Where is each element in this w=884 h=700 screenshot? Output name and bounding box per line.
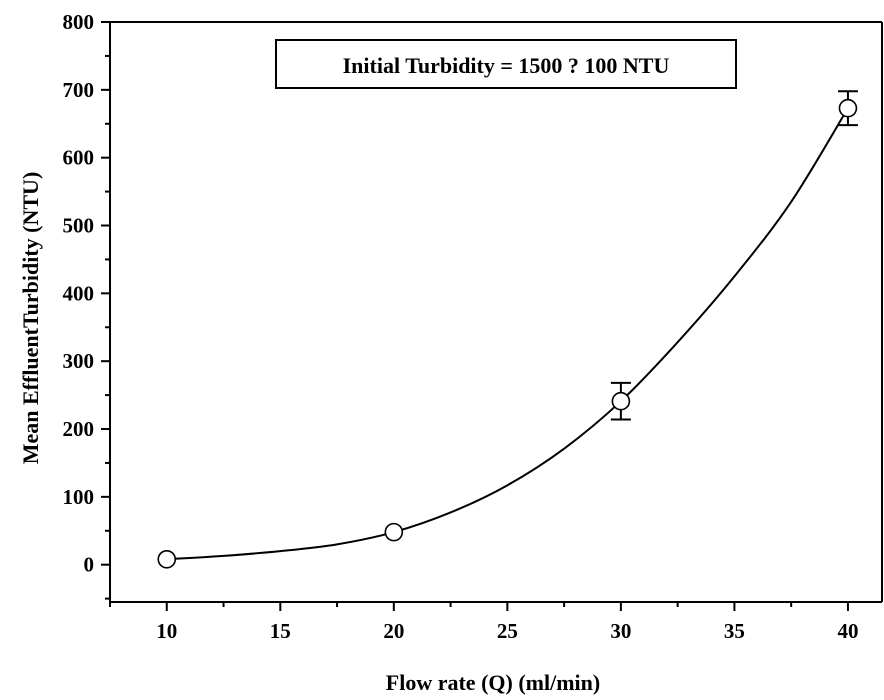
- y-tick-label: 500: [63, 214, 95, 238]
- y-tick-label: 400: [63, 281, 95, 305]
- y-tick-label: 800: [63, 10, 95, 34]
- plot-frame: [109, 21, 883, 603]
- x-tick-label: 30: [610, 619, 631, 643]
- data-point: [611, 391, 631, 411]
- x-tick-label: 40: [837, 619, 858, 643]
- x-tick-label: 20: [383, 619, 404, 643]
- x-tick-label: 35: [724, 619, 745, 643]
- y-axis-ticks: 0 100 200 300 400 500 600 700 800: [63, 10, 110, 600]
- data-points-layer: [157, 90, 858, 569]
- data-point: [838, 98, 858, 118]
- data-point: [157, 549, 177, 569]
- fit-curve: [166, 107, 849, 561]
- x-tick-label: 25: [497, 619, 518, 643]
- y-tick-label: 100: [63, 485, 95, 509]
- annotation-text: Initial Turbidity = 1500 ? 100 NTU: [343, 53, 670, 78]
- x-tick-label: 15: [270, 619, 291, 643]
- y-tick-label: 200: [63, 417, 95, 441]
- annotation-frame: [275, 39, 737, 89]
- y-tick-label: 0: [84, 553, 95, 577]
- x-tick-label: 10: [156, 619, 177, 643]
- annotation-box: Initial Turbidity = 1500 ? 100 NTU: [275, 39, 737, 89]
- fit-curve-layer: [166, 107, 849, 561]
- y-tick-label: 600: [63, 146, 95, 170]
- data-point: [384, 522, 404, 542]
- y-tick-label: 300: [63, 349, 95, 373]
- x-axis-title: Flow rate (Q) (ml/min): [386, 670, 600, 695]
- y-tick-label: 700: [63, 78, 95, 102]
- y-axis-title: Mean EffluentTurbidity (NTU): [18, 172, 43, 465]
- x-axis-ticks: 10 15 20 25 30 35 40: [109, 602, 858, 643]
